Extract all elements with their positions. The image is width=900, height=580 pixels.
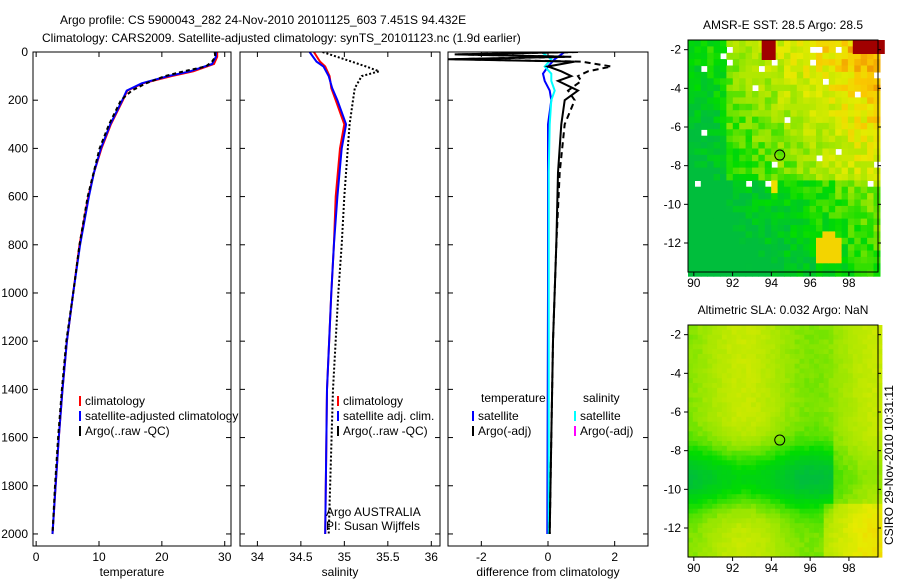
legend-entry: Argo(..raw -QC) <box>85 424 170 438</box>
figure-title-line1: Argo profile: CS 5900043_282 24-Nov-2010… <box>60 13 466 27</box>
y-tick-label: -6 <box>670 405 681 419</box>
x-tick-label: 10 <box>92 550 106 564</box>
series-line-temperature-0 <box>51 52 219 535</box>
series-line-temperature-2 <box>51 52 217 535</box>
x-tick-label: 94 <box>765 561 779 575</box>
y-tick-label: -6 <box>670 120 681 134</box>
series-line-salinity-0 <box>313 52 346 535</box>
y-tick-label: -8 <box>670 444 681 458</box>
sst_map-panel: AMSR-E SST: 28.5 Argo: 28.5 90 92 94 96 98 -2 -… <box>664 18 885 290</box>
land-patch <box>852 40 885 54</box>
legend-entry: Argo(-adj) <box>580 424 633 438</box>
y-tick-label: 0 <box>21 45 28 59</box>
sst_map-axes-box <box>687 39 879 273</box>
legend-entry: satellite <box>580 409 621 423</box>
x-tick-label: 96 <box>803 276 817 290</box>
legend-entry: satellite-adjusted climatology <box>85 409 238 423</box>
land-patch <box>761 40 776 60</box>
x-tick-label: 92 <box>726 276 740 290</box>
series-line-difference-2 <box>448 52 580 535</box>
y-tick-label: 2000 <box>1 527 28 541</box>
sst_map-field <box>688 40 881 277</box>
y-tick-label: 600 <box>8 190 28 204</box>
legend-entry: Argo(-adj) <box>478 424 531 438</box>
y-tick-label: 200 <box>8 93 28 107</box>
legend-entry: climatology <box>85 394 145 408</box>
x-tick-label: 96 <box>803 561 817 575</box>
sla_map-axes-box <box>687 324 879 558</box>
x-tick-label: 34.5 <box>289 550 313 564</box>
x-tick-label: 35.5 <box>376 550 400 564</box>
argo-position-marker <box>774 434 786 446</box>
sst_map-title: AMSR-E SST: 28.5 Argo: 28.5 <box>703 18 863 32</box>
argo-position-marker <box>774 149 786 161</box>
sla_map-title: Altimetric SLA: 0.032 Argo: NaN <box>698 303 869 317</box>
series-line-difference-1 <box>540 52 556 534</box>
y-tick-label: 1800 <box>1 479 28 493</box>
x-axis-label: salinity <box>322 565 359 579</box>
series-line-salinity-1 <box>308 52 348 535</box>
x-axis-label: difference from climatology <box>476 565 619 579</box>
legend-entry: climatology <box>343 394 403 408</box>
x-tick-label: 2 <box>611 550 618 564</box>
side-timestamp-label: CSIRO 29-Nov-2010 10:31:11 <box>882 385 896 545</box>
x-tick-label: -2 <box>476 550 487 564</box>
x-tick-label: 90 <box>687 561 701 575</box>
figure-title-line2: Climatology: CARS2009. Satellite-adjuste… <box>42 31 521 45</box>
legend-entry: Argo(..raw -QC) <box>343 424 428 438</box>
series-line-temperature-1 <box>51 52 217 535</box>
sla_map-field <box>688 325 883 558</box>
y-tick-label: -10 <box>664 482 682 496</box>
y-tick-label: -12 <box>664 521 682 535</box>
legend-entry: satellite adj. clim. <box>343 409 434 423</box>
x-tick-label: 0 <box>33 550 40 564</box>
temperature-panel: 0 10 20 30 temperature 0 200 400 600 800 1000 1200 1… <box>1 45 238 579</box>
series-line-salinity-2 <box>322 52 383 535</box>
legend-header-salinity: salinity <box>583 391 620 405</box>
y-tick-label: 800 <box>8 238 28 252</box>
x-tick-label: 20 <box>155 550 169 564</box>
y-tick-label: 1600 <box>1 431 28 445</box>
y-tick-label: 1200 <box>1 334 28 348</box>
salinity-panel: 34 34.5 35 35.5 36 salinity climatologysatelli… <box>239 51 441 579</box>
x-tick-label: 35 <box>338 550 352 564</box>
y-tick-label: 400 <box>8 141 28 155</box>
y-tick-label: 1000 <box>1 286 28 300</box>
float-annotation: Argo AUSTRALIA <box>326 505 421 519</box>
x-tick-label: 30 <box>218 550 232 564</box>
x-tick-label: 92 <box>726 561 740 575</box>
x-tick-label: 94 <box>765 276 779 290</box>
x-tick-label: 98 <box>842 276 856 290</box>
x-axis-label: temperature <box>100 565 165 579</box>
x-tick-label: 36 <box>425 550 439 564</box>
y-tick-label: -2 <box>670 328 681 342</box>
series-line-difference-3 <box>454 52 612 535</box>
y-tick-label: -2 <box>670 43 681 57</box>
float-annotation: PI: Susan Wijffels <box>326 519 420 533</box>
y-tick-label: -8 <box>670 159 681 173</box>
y-tick-label: -12 <box>664 236 682 250</box>
temperature-axes-box <box>32 51 232 547</box>
y-tick-label: -4 <box>670 366 681 380</box>
legend-header-temperature: temperature <box>481 391 546 405</box>
y-tick-label: -10 <box>664 197 682 211</box>
legend-entry: satellite <box>478 409 519 423</box>
x-tick-label: 0 <box>545 550 552 564</box>
y-tick-label: -4 <box>670 81 681 95</box>
salinity-axes-box <box>239 51 441 547</box>
x-tick-label: 98 <box>842 561 856 575</box>
x-tick-label: 90 <box>687 276 701 290</box>
x-tick-label: 34 <box>251 550 265 564</box>
y-tick-label: 1400 <box>1 382 28 396</box>
sla_map-panel: Altimetric SLA: 0.032 Argo: NaN 90 92 94 96 9… <box>664 303 883 575</box>
